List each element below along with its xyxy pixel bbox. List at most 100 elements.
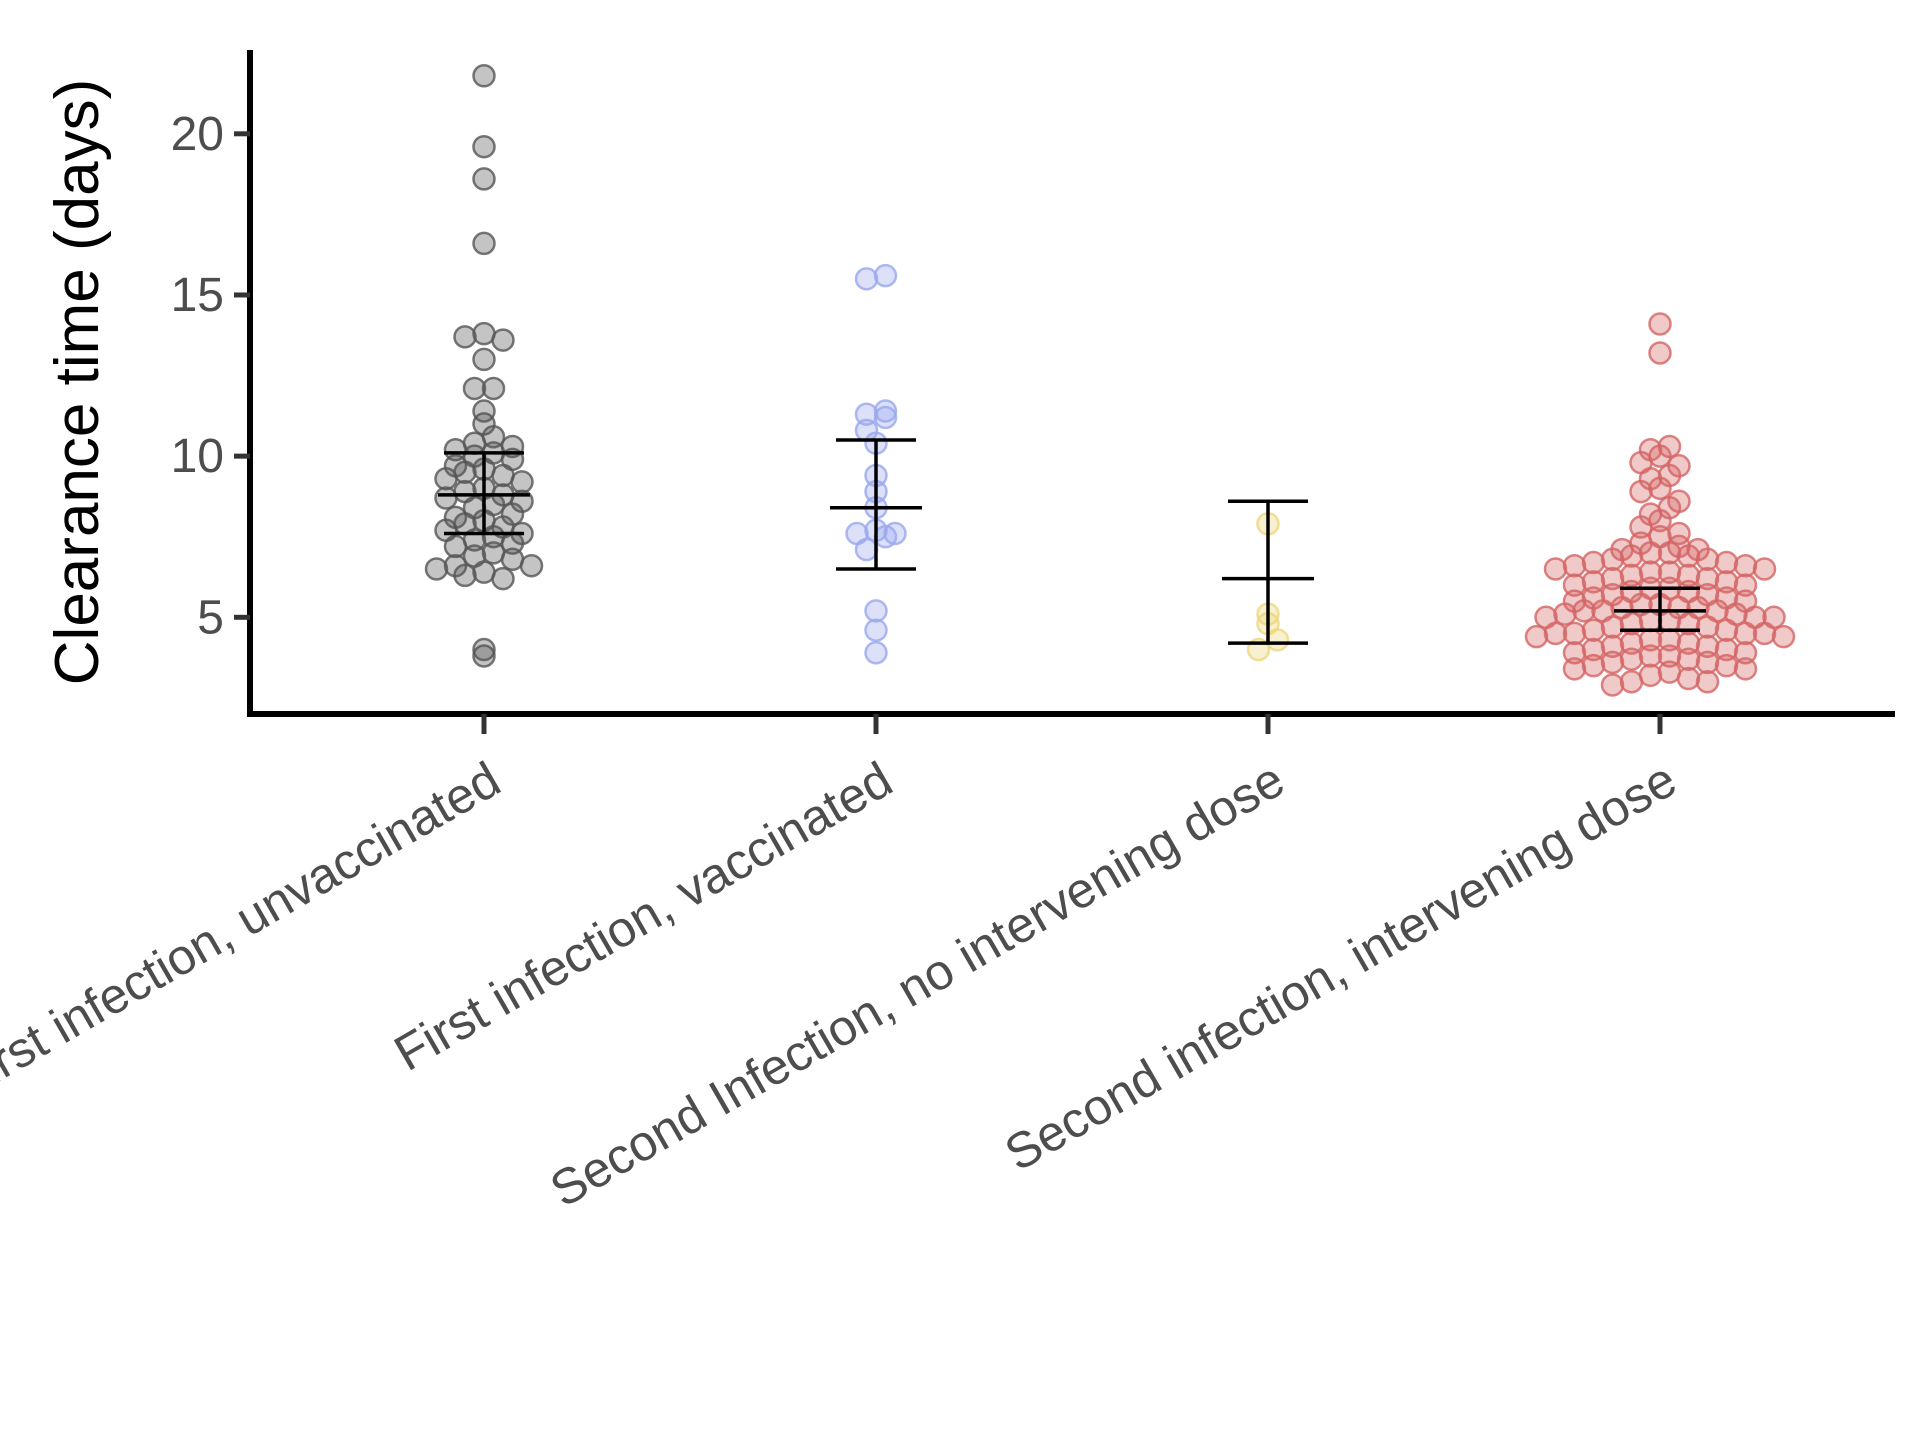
data-point	[453, 325, 477, 349]
points-layer	[424, 64, 1796, 697]
data-point	[1752, 621, 1777, 646]
data-point	[1714, 570, 1739, 594]
data-point	[1648, 476, 1672, 501]
data-point	[472, 347, 496, 372]
data-point	[864, 599, 888, 623]
data-point	[864, 641, 888, 665]
data-point	[1629, 515, 1653, 539]
data-point	[873, 399, 898, 423]
data-point	[519, 553, 544, 578]
data-point	[1619, 631, 1644, 655]
data-point	[1733, 641, 1758, 665]
data-point	[1733, 553, 1758, 578]
data-point	[1638, 644, 1663, 668]
data-point	[1562, 573, 1587, 597]
x-tick-label: Second infection, intervening dose	[996, 751, 1686, 1182]
data-point	[1562, 621, 1587, 646]
data-point	[1676, 631, 1701, 655]
data-point	[1695, 547, 1720, 572]
data-point	[434, 486, 458, 510]
data-point	[472, 644, 496, 668]
data-point	[481, 376, 506, 401]
data-point	[1657, 560, 1682, 584]
data-point	[1648, 341, 1672, 365]
data-point	[1714, 637, 1739, 662]
data-point	[1600, 547, 1625, 572]
data-point	[1600, 673, 1625, 697]
data-point	[1581, 653, 1606, 678]
data-point	[1676, 544, 1701, 568]
data-point	[1676, 563, 1701, 588]
data-point	[1600, 566, 1625, 591]
y-tick-label: 5	[197, 591, 224, 644]
data-point	[1733, 573, 1758, 597]
data-point	[854, 267, 879, 291]
data-point	[1581, 550, 1606, 575]
data-point	[1553, 602, 1577, 626]
data-point	[443, 534, 468, 559]
data-point	[1676, 647, 1701, 671]
data-point	[1562, 657, 1587, 681]
data-point	[424, 557, 449, 581]
data-point	[472, 637, 496, 662]
data-point	[491, 328, 515, 352]
data-point	[1265, 628, 1290, 652]
data-point	[1543, 557, 1568, 581]
data-point	[1638, 541, 1663, 565]
data-point	[1733, 621, 1758, 646]
data-point	[1771, 624, 1796, 649]
data-point	[873, 263, 898, 288]
data-point	[1695, 615, 1720, 639]
data-point	[1695, 670, 1720, 694]
data-point	[1695, 634, 1720, 659]
data-point	[1638, 560, 1663, 584]
data-point	[472, 134, 496, 159]
data-point	[1619, 647, 1644, 671]
data-point	[1619, 544, 1644, 568]
data-point	[1733, 657, 1758, 681]
data-point	[1714, 618, 1739, 642]
data-point	[434, 466, 458, 491]
x-tick-label: Second Infection, no intervening dose	[541, 751, 1294, 1218]
data-point	[1619, 670, 1644, 694]
data-point	[1752, 557, 1777, 581]
data-point	[1638, 608, 1663, 633]
data-point	[1600, 634, 1625, 659]
data-point	[472, 231, 496, 256]
data-point	[1695, 566, 1720, 591]
data-point	[1543, 621, 1568, 646]
data-point	[873, 405, 898, 430]
data-point	[1648, 312, 1672, 336]
data-point	[1581, 618, 1606, 642]
data-point	[854, 537, 879, 562]
data-point	[472, 64, 496, 88]
data-point	[1714, 550, 1739, 575]
y-tick-label: 10	[171, 430, 224, 483]
data-point	[864, 618, 888, 642]
data-point	[1572, 599, 1596, 623]
data-point	[1600, 615, 1625, 639]
data-point	[1581, 637, 1606, 662]
data-point	[1676, 666, 1701, 691]
data-point	[854, 402, 879, 426]
data-point	[1695, 650, 1720, 675]
errorbar-layer	[438, 438, 1706, 645]
data-point	[1581, 570, 1606, 594]
data-point	[453, 563, 477, 588]
data-point	[1562, 553, 1587, 578]
data-point	[491, 566, 515, 591]
data-point	[1600, 650, 1625, 675]
data-point	[472, 167, 496, 191]
data-point	[1629, 479, 1653, 504]
y-tick-label: 15	[171, 269, 224, 322]
data-point	[510, 470, 534, 494]
data-point	[873, 524, 898, 549]
data-point	[1562, 641, 1587, 665]
data-point	[462, 376, 487, 401]
y-tick-label: 20	[171, 108, 224, 161]
data-point	[1657, 644, 1682, 668]
data-point	[1657, 541, 1682, 565]
y-axis-title: Clearance time (days)	[43, 79, 112, 685]
data-point	[1619, 563, 1644, 588]
